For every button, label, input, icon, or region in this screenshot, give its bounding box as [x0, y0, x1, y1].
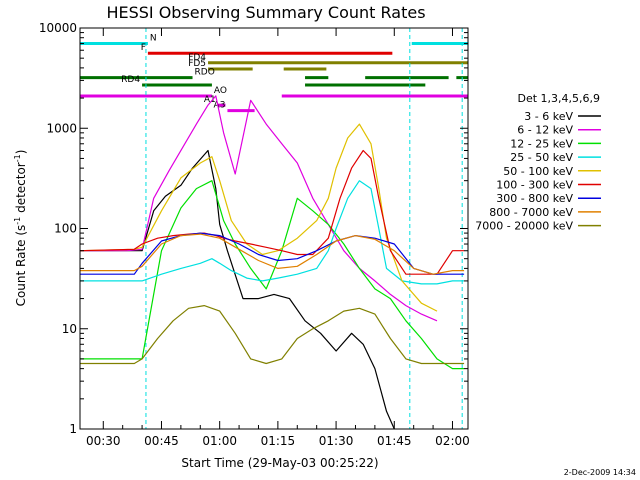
y-axis: 1 10 100 1000 10000: [39, 21, 468, 436]
legend-label-25-50-kev: 25 - 50 keV: [510, 151, 573, 164]
y-axis-label-end: ): [14, 150, 28, 155]
state-label-rd4: RD4: [121, 75, 140, 85]
x-axis: 00:30 00:45 01:00 01:15 01:30 01:45 02:00: [86, 28, 470, 448]
legend-label-100-300-kev: 100 - 300 keV: [496, 179, 573, 192]
series-line-300-800-kev: [80, 232, 465, 275]
y-tick-label-100: 100: [54, 222, 77, 236]
legend-label-50-100-kev: 50 - 100 keV: [503, 165, 573, 178]
series-line-50-100-kev: [79, 123, 438, 312]
state-label-rdo: RDO: [195, 68, 215, 78]
legend-label-800-7000-kev: 800 - 7000 keV: [489, 206, 573, 219]
series-lines: [79, 95, 465, 430]
y-axis-label-mid: detector: [14, 162, 28, 217]
vertical-markers: [145, 28, 463, 429]
state-label-fd5: FD5: [188, 59, 206, 69]
legend-label-3-6-kev: 3 - 6 keV: [524, 110, 573, 123]
legend-title: Det 1,3,4,5,6,9: [517, 92, 600, 105]
state-label-ao: AO: [214, 86, 227, 96]
y-axis-label-main: Count Rate (s: [14, 225, 28, 307]
series-line-7000-20000-kev: [80, 305, 465, 365]
state-label-n: N: [150, 34, 157, 44]
x-tick-label-00-45: 00:45: [144, 434, 179, 448]
legend-label-6-12-kev: 6 - 12 keV: [517, 124, 573, 137]
x-tick-label-00-30: 00:30: [86, 434, 121, 448]
series-line-12-25-kev: [80, 180, 465, 370]
state-label-fd4: FD4: [188, 53, 206, 63]
legend-label-12-25-kev: 12 - 25 keV: [510, 137, 573, 150]
x-axis-label: Start Time (29-May-03 00:25:22): [181, 456, 378, 470]
state-label-a1: A1: [204, 95, 216, 105]
x-tick-label-01-45: 01:45: [377, 434, 412, 448]
x-tick-label-01-30: 01:30: [319, 434, 354, 448]
x-tick-label-01-15: 01:15: [261, 434, 296, 448]
y-axis-label-sup2: -1: [13, 154, 22, 162]
chart-title: HESSI Observing Summary Count Rates: [106, 3, 425, 22]
y-tick-label-1: 1: [69, 422, 77, 436]
y-tick-label-10000: 10000: [39, 21, 77, 35]
series-line-6-12-kev: [80, 95, 438, 322]
series-line-25-50-kev: [80, 180, 465, 285]
series-line-3-6-kev: [80, 149, 395, 430]
state-label-f: F: [141, 43, 146, 53]
y-tick-label-10: 10: [62, 322, 77, 336]
legend-label-300-800-kev: 300 - 800 keV: [496, 192, 573, 205]
y-axis-label: Count Rate (s-1 detector-1): [13, 150, 28, 307]
date-stamp: 2-Dec-2009 14:34: [564, 468, 636, 477]
y-tick-label-1000: 1000: [46, 121, 77, 135]
x-tick-label-01-00: 01:00: [202, 434, 237, 448]
legend-label-7000-20000-kev: 7000 - 20000 keV: [475, 220, 573, 233]
y-axis-label-sup1: -1: [13, 217, 22, 225]
state-label-a3: A3: [214, 101, 226, 111]
plot-frame: [79, 27, 469, 430]
x-tick-label-02-00: 02:00: [435, 434, 470, 448]
series-line-800-7000-kev: [80, 233, 465, 275]
series-line-100-300-kev: [79, 149, 465, 275]
